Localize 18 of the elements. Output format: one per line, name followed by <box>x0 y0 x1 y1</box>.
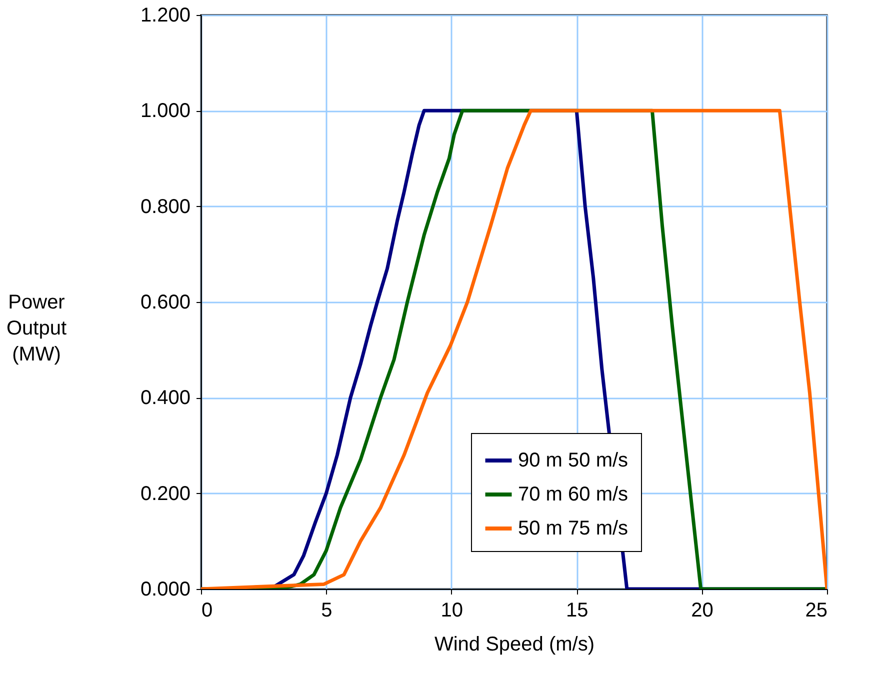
y-tick-label: 0.800 <box>140 196 190 218</box>
legend-label: 90 m 50 m/s <box>518 450 628 472</box>
x-tick-label: 15 <box>566 600 588 622</box>
legend-label: 70 m 60 m/s <box>518 484 628 506</box>
y-tick-label: 0.600 <box>140 292 190 314</box>
y-tick-label: 0.200 <box>140 482 190 505</box>
x-axis-title: Wind Speed (m/s) <box>434 634 595 656</box>
x-tick-label: 0 <box>202 600 213 622</box>
y-tick-label: 1.000 <box>140 100 190 122</box>
x-tick-label: 10 <box>440 600 464 622</box>
x-tick-label: 5 <box>321 600 332 622</box>
x-tick-label: 20 <box>691 600 714 622</box>
y-axis-title: Power Output (MW) <box>6 292 67 366</box>
y-tick-label: 0.400 <box>140 387 190 410</box>
x-tick-label: 25 <box>805 600 828 622</box>
legend-label: 50 m 75 m/s <box>518 518 628 540</box>
y-tick-label: 1.200 <box>140 4 190 26</box>
y-tick-label: 0.000 <box>140 578 190 600</box>
